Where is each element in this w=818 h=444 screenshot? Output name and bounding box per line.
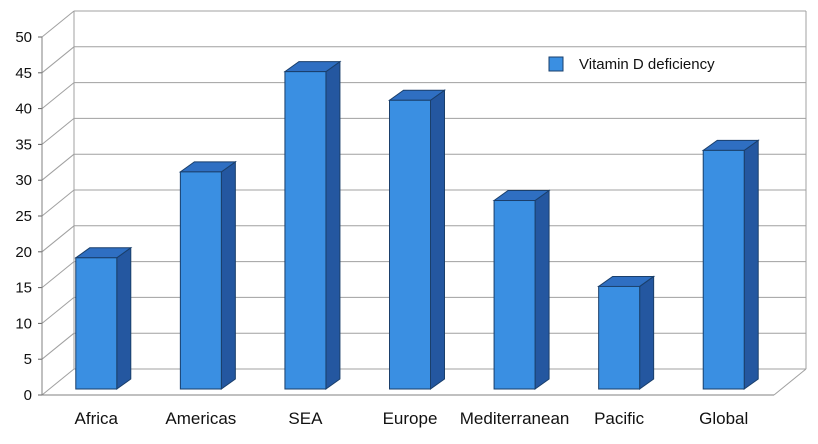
x-category-label: SEA bbox=[288, 409, 323, 428]
y-tick-label: 10 bbox=[15, 315, 32, 332]
bar-front bbox=[179, 171, 222, 390]
floor-right-edge bbox=[773, 368, 807, 396]
x-category-label: Europe bbox=[383, 409, 438, 428]
gridline-diagonal bbox=[41, 297, 75, 324]
axes bbox=[38, 36, 774, 396]
bar-side bbox=[325, 60, 341, 390]
gridline-diagonal bbox=[41, 261, 75, 288]
bar-front bbox=[75, 257, 118, 390]
gridline-diagonal bbox=[41, 118, 75, 145]
bar-front bbox=[598, 285, 641, 390]
y-tick-label: 35 bbox=[15, 136, 32, 153]
bar-side bbox=[220, 160, 236, 390]
labels: 0 5 10 15 20 25 30 35 40 45 50 Africa Americas SEA Eur… bbox=[15, 29, 748, 428]
gridline-diagonal bbox=[41, 153, 75, 181]
gridline-diagonal bbox=[41, 10, 75, 38]
y-tick-label: 20 bbox=[15, 244, 32, 261]
legend-swatch bbox=[548, 56, 564, 72]
y-tick-label: 15 bbox=[15, 280, 32, 297]
bar-mediterranean bbox=[492, 189, 551, 390]
bar-sea bbox=[283, 60, 342, 390]
y-tick-label: 0 bbox=[24, 387, 32, 404]
y-tick-label: 5 bbox=[24, 351, 32, 368]
x-category-label: Africa bbox=[75, 409, 119, 428]
x-category-label: Mediterranean bbox=[460, 409, 570, 428]
x-category-label: Americas bbox=[165, 409, 236, 428]
gridline-diagonal bbox=[41, 46, 75, 74]
bar-front bbox=[284, 71, 327, 390]
bar-side bbox=[430, 89, 445, 390]
y-tick-label: 40 bbox=[15, 101, 32, 118]
x-category-label: Pacific bbox=[594, 409, 645, 428]
y-tick-label: 45 bbox=[15, 65, 32, 82]
bar-side bbox=[116, 246, 132, 390]
bar-front bbox=[493, 200, 536, 390]
legend-label: Vitamin D deficiency bbox=[579, 56, 715, 73]
x-category-label: Global bbox=[699, 409, 748, 428]
bar-front bbox=[389, 99, 431, 390]
y-tick-label: 25 bbox=[15, 208, 32, 225]
gridline-diagonal bbox=[41, 225, 75, 253]
bar-side bbox=[743, 139, 759, 390]
gridline-diagonal bbox=[41, 368, 75, 396]
bar-europe bbox=[387, 89, 447, 390]
bar-pacific bbox=[597, 275, 656, 390]
bar-americas bbox=[178, 160, 237, 390]
bars bbox=[74, 60, 760, 390]
gridline-diagonal bbox=[41, 189, 75, 217]
bar-front bbox=[702, 149, 745, 390]
legend: Vitamin D deficiency bbox=[548, 56, 715, 73]
bar-global bbox=[701, 139, 760, 390]
bar-side bbox=[534, 189, 550, 390]
bar-side bbox=[639, 275, 655, 390]
gridline-diagonal bbox=[41, 332, 75, 360]
bar-africa bbox=[74, 246, 133, 390]
gridline-diagonal bbox=[41, 82, 75, 109]
y-tick-label: 50 bbox=[15, 29, 32, 46]
y-tick-label: 30 bbox=[15, 172, 32, 189]
